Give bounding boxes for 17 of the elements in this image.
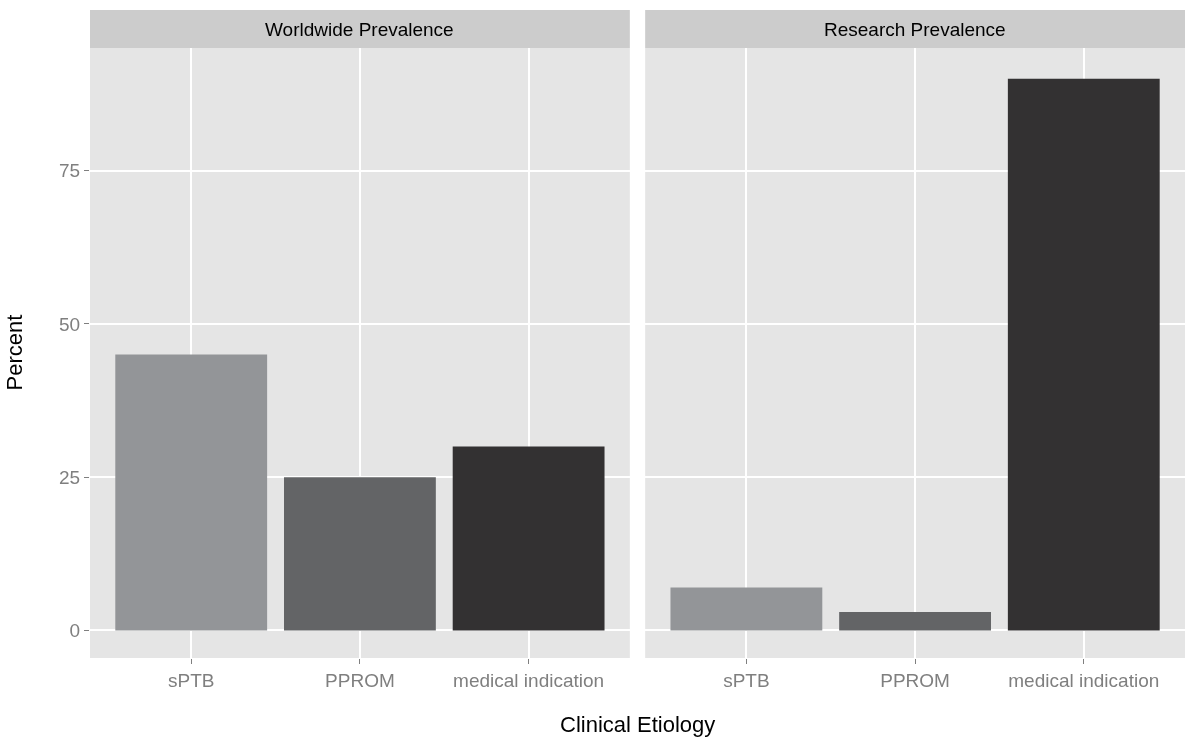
x-axis-title: Clinical Etiology (560, 712, 716, 737)
x-tick-label: medical indication (453, 669, 605, 691)
x-tick-label: PPROM (325, 669, 395, 691)
y-tick-label: 25 (59, 466, 81, 488)
y-tick-label: 0 (69, 620, 81, 642)
bar (284, 477, 436, 631)
y-tick-label: 75 (59, 160, 81, 182)
chart-title: Worldwide Prevalence (265, 19, 454, 40)
chart-title: Research Prevalence (824, 19, 1006, 40)
bar (115, 354, 268, 631)
y-tick-label: 50 (59, 313, 81, 335)
bar (452, 446, 605, 631)
y-axis-title: Percent (1, 314, 27, 391)
x-tick-label: sPTB (167, 669, 215, 691)
x-tick-label: PPROM (880, 669, 950, 691)
x-tick-label: medical indication (1008, 669, 1160, 691)
x-tick-label: sPTB (723, 669, 770, 691)
